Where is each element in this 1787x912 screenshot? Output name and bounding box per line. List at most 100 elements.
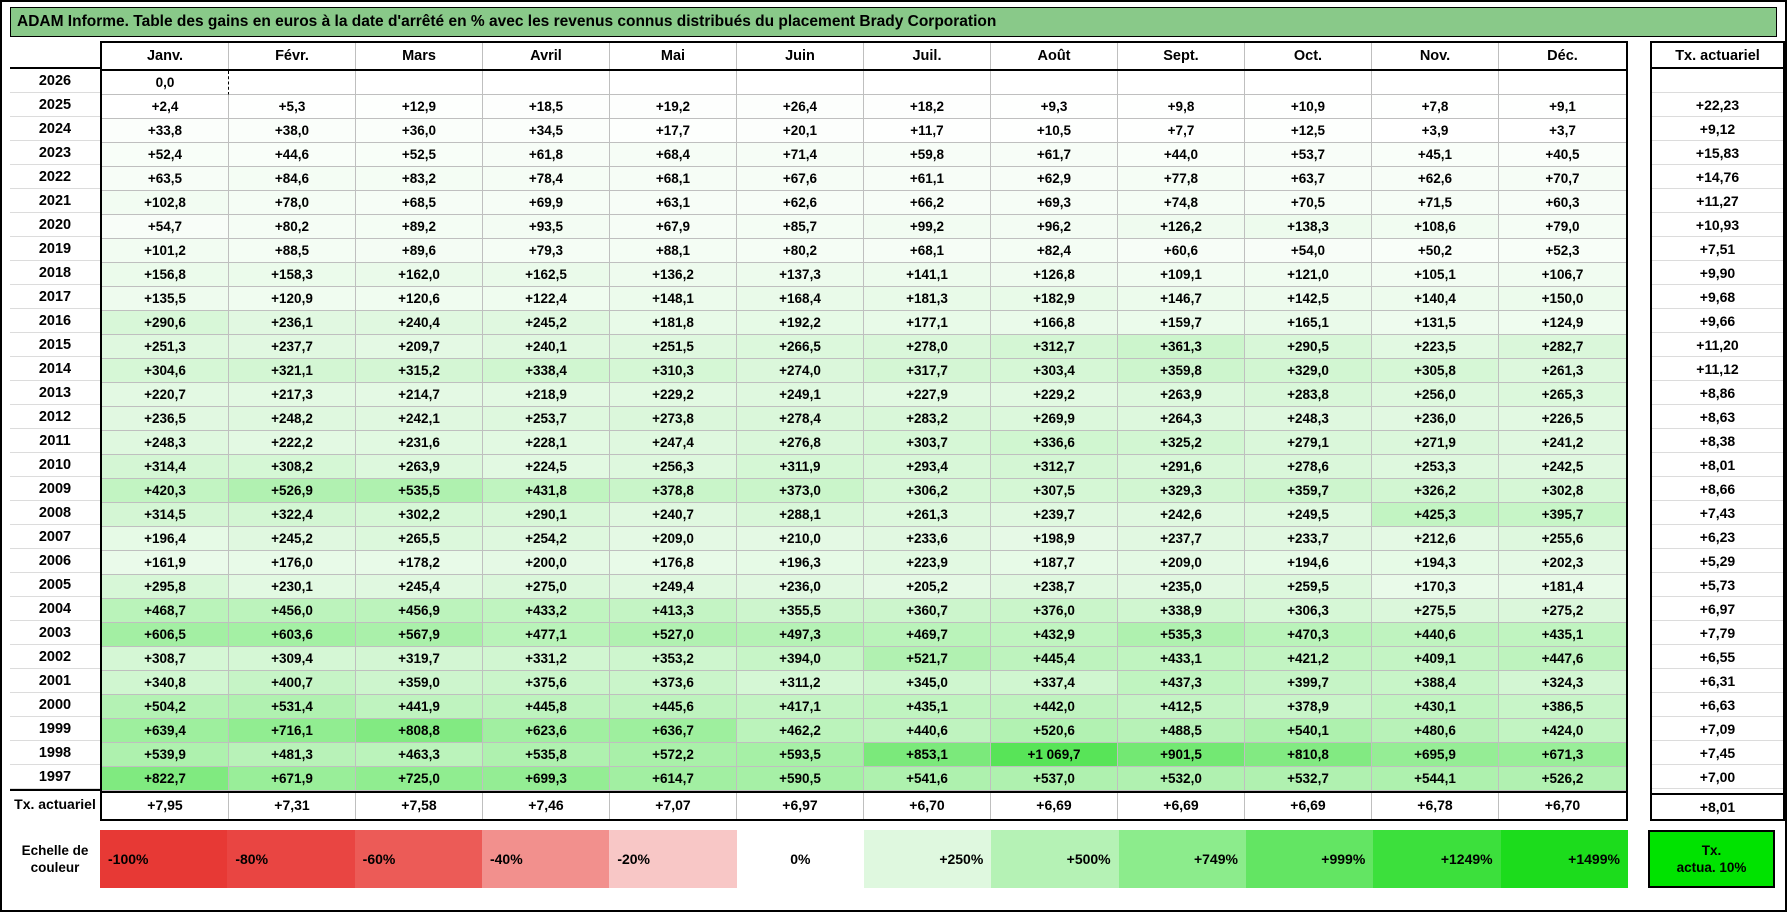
table-cell[interactable] xyxy=(483,71,610,95)
table-cell[interactable]: +312,7 xyxy=(991,455,1118,479)
table-cell[interactable]: +537,0 xyxy=(991,767,1118,791)
table-cell[interactable]: +236,1 xyxy=(229,311,356,335)
table-cell[interactable]: +359,8 xyxy=(1118,359,1245,383)
table-cell[interactable]: +527,0 xyxy=(610,623,737,647)
table-cell[interactable]: +469,7 xyxy=(864,623,991,647)
table-cell[interactable]: +399,7 xyxy=(1245,671,1372,695)
table-cell[interactable]: +532,0 xyxy=(1118,767,1245,791)
table-cell[interactable]: +237,7 xyxy=(1118,527,1245,551)
table-cell[interactable]: +424,0 xyxy=(1499,719,1626,743)
table-cell[interactable]: +293,4 xyxy=(864,455,991,479)
table-cell[interactable]: +425,3 xyxy=(1372,503,1499,527)
tx-actuariel-footer[interactable]: +8,01 xyxy=(1652,793,1783,819)
legend-swatch[interactable]: +749% xyxy=(1118,830,1246,888)
table-cell[interactable]: +325,2 xyxy=(1118,431,1245,455)
table-cell[interactable]: +266,5 xyxy=(737,335,864,359)
table-cell[interactable]: +245,2 xyxy=(483,311,610,335)
table-cell[interactable]: +256,0 xyxy=(1372,383,1499,407)
table-cell[interactable]: +239,7 xyxy=(991,503,1118,527)
row-header-year[interactable]: 2026 xyxy=(10,69,100,93)
table-cell[interactable]: +68,1 xyxy=(864,239,991,263)
table-cell[interactable]: +265,5 xyxy=(356,527,483,551)
table-cell[interactable]: +373,0 xyxy=(737,479,864,503)
table-cell[interactable]: +240,4 xyxy=(356,311,483,335)
row-header-year[interactable]: 2009 xyxy=(10,477,100,501)
footer-cell[interactable]: +6,69 xyxy=(1245,793,1372,819)
month-header-cell[interactable]: Janv. xyxy=(102,43,229,69)
table-cell[interactable]: +109,1 xyxy=(1118,263,1245,287)
table-cell[interactable]: +220,7 xyxy=(102,383,229,407)
table-cell[interactable]: +433,1 xyxy=(1118,647,1245,671)
table-cell[interactable]: +62,6 xyxy=(737,191,864,215)
row-header-year[interactable]: 2002 xyxy=(10,645,100,669)
table-cell[interactable]: +822,7 xyxy=(102,767,229,791)
table-cell[interactable]: +96,2 xyxy=(991,215,1118,239)
table-cell[interactable]: +412,5 xyxy=(1118,695,1245,719)
table-cell[interactable]: +456,9 xyxy=(356,599,483,623)
table-cell[interactable]: +526,9 xyxy=(229,479,356,503)
table-cell[interactable]: +593,5 xyxy=(737,743,864,767)
table-cell[interactable] xyxy=(356,71,483,95)
table-cell[interactable]: +10,5 xyxy=(991,119,1118,143)
row-header-year[interactable]: 1997 xyxy=(10,765,100,789)
table-cell[interactable]: +227,9 xyxy=(864,383,991,407)
footer-cell[interactable]: +7,95 xyxy=(102,793,229,819)
table-cell[interactable]: +249,4 xyxy=(610,575,737,599)
footer-cell[interactable]: +7,07 xyxy=(610,793,737,819)
tx-actuariel-cell[interactable]: +22,23 xyxy=(1652,93,1783,117)
table-cell[interactable]: +54,0 xyxy=(1245,239,1372,263)
table-cell[interactable]: +233,6 xyxy=(864,527,991,551)
table-cell[interactable]: +198,9 xyxy=(991,527,1118,551)
table-cell[interactable]: +68,4 xyxy=(610,143,737,167)
table-cell[interactable]: +45,1 xyxy=(1372,143,1499,167)
tx-actuariel-cell[interactable]: +5,29 xyxy=(1652,549,1783,573)
row-header-year[interactable]: 2006 xyxy=(10,549,100,573)
table-cell[interactable]: +504,2 xyxy=(102,695,229,719)
table-cell[interactable]: +3,7 xyxy=(1499,119,1626,143)
table-cell[interactable]: +36,0 xyxy=(356,119,483,143)
table-cell[interactable]: +84,6 xyxy=(229,167,356,191)
table-cell[interactable]: +810,8 xyxy=(1245,743,1372,767)
table-cell[interactable]: +126,2 xyxy=(1118,215,1245,239)
table-cell[interactable]: +10,9 xyxy=(1245,95,1372,119)
table-cell[interactable]: +359,0 xyxy=(356,671,483,695)
table-cell[interactable]: +317,7 xyxy=(864,359,991,383)
table-cell[interactable]: +196,3 xyxy=(737,551,864,575)
table-cell[interactable]: +639,4 xyxy=(102,719,229,743)
table-cell[interactable]: +170,3 xyxy=(1372,575,1499,599)
table-cell[interactable]: +70,7 xyxy=(1499,167,1626,191)
table-cell[interactable]: +338,4 xyxy=(483,359,610,383)
table-cell[interactable]: +477,1 xyxy=(483,623,610,647)
table-cell[interactable]: +263,9 xyxy=(1118,383,1245,407)
tx-actuariel-cell[interactable]: +7,00 xyxy=(1652,765,1783,789)
table-cell[interactable]: +901,5 xyxy=(1118,743,1245,767)
table-cell[interactable]: +275,2 xyxy=(1499,599,1626,623)
table-cell[interactable]: +278,4 xyxy=(737,407,864,431)
table-cell[interactable]: +378,9 xyxy=(1245,695,1372,719)
table-cell[interactable]: +61,8 xyxy=(483,143,610,167)
row-header-year[interactable]: 2022 xyxy=(10,165,100,189)
table-cell[interactable]: +409,1 xyxy=(1372,647,1499,671)
table-cell[interactable]: +181,8 xyxy=(610,311,737,335)
table-cell[interactable]: +314,5 xyxy=(102,503,229,527)
table-cell[interactable]: +308,2 xyxy=(229,455,356,479)
table-cell[interactable]: +442,0 xyxy=(991,695,1118,719)
table-cell[interactable]: +7,7 xyxy=(1118,119,1245,143)
table-cell[interactable]: +68,1 xyxy=(610,167,737,191)
table-cell[interactable]: +435,1 xyxy=(864,695,991,719)
row-header-year[interactable]: 2004 xyxy=(10,597,100,621)
table-cell[interactable]: +67,6 xyxy=(737,167,864,191)
table-cell[interactable] xyxy=(991,71,1118,95)
table-cell[interactable]: +636,7 xyxy=(610,719,737,743)
tx-actua-10-box[interactable]: Tx. actua. 10% xyxy=(1648,830,1775,888)
table-cell[interactable]: +249,1 xyxy=(737,383,864,407)
table-cell[interactable]: +63,5 xyxy=(102,167,229,191)
table-cell[interactable]: +71,5 xyxy=(1372,191,1499,215)
table-cell[interactable]: +245,4 xyxy=(356,575,483,599)
tx-actuariel-cell[interactable]: +9,68 xyxy=(1652,285,1783,309)
table-cell[interactable]: +176,8 xyxy=(610,551,737,575)
table-cell[interactable]: +291,6 xyxy=(1118,455,1245,479)
table-cell[interactable]: +79,3 xyxy=(483,239,610,263)
table-cell[interactable]: +261,3 xyxy=(1499,359,1626,383)
table-cell[interactable]: +1 069,7 xyxy=(991,743,1118,767)
